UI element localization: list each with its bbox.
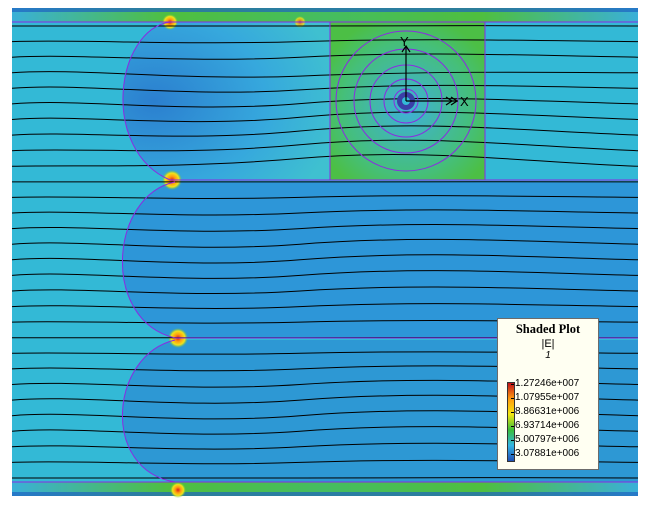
field-line: [11, 477, 639, 479]
shaded-plot-legend: Shaded Plot |E| 1 1.27246e+007 1.07955e+…: [497, 318, 599, 470]
legend-value: 5.00797e+006: [510, 434, 580, 445]
field-line: [11, 209, 639, 216]
field-line: [11, 53, 639, 60]
upper-left-region: [122, 22, 330, 180]
field-line: [11, 84, 639, 93]
middle-region: [122, 182, 638, 338]
field-line: [11, 195, 639, 200]
legend-value: 6.93714e+006: [510, 420, 580, 431]
legend-value: 8.86631e+006: [510, 406, 580, 417]
field-line: [11, 254, 639, 264]
axis-y-label: Y: [400, 34, 409, 49]
field-line: [11, 125, 639, 137]
field-line: [11, 39, 639, 44]
field-line: [11, 286, 639, 295]
field-line: [11, 154, 639, 167]
axis-indicator: [401, 44, 459, 106]
legend-value: 1.27246e+007: [510, 378, 580, 389]
field-line: [11, 98, 639, 108]
axis-x-label: X: [460, 94, 469, 109]
legend-quantity: |E|: [541, 338, 555, 350]
field-line: [11, 303, 639, 309]
field-line: [11, 25, 639, 27]
field-line: [11, 71, 639, 78]
field-line: [11, 111, 639, 123]
legend-color-scale: [507, 382, 515, 462]
legend-value: 1.07955e+007: [510, 392, 580, 403]
field-line: [11, 270, 639, 279]
legend-frame-number: 1: [545, 350, 551, 361]
field-line: [11, 139, 639, 152]
legend-title: Shaded Plot: [515, 322, 581, 336]
field-line: [11, 223, 639, 232]
legend-value: 3.07881e+006: [510, 448, 580, 459]
field-line: [11, 238, 639, 248]
hotspot: [170, 482, 186, 498]
